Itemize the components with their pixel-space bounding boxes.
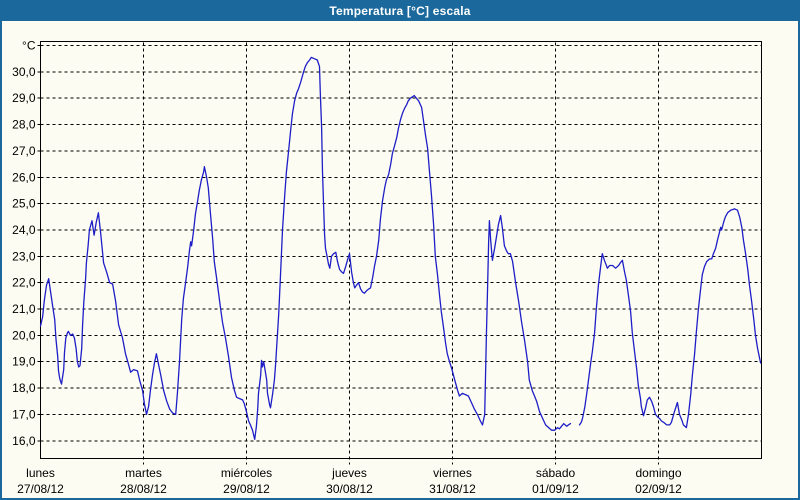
day-name-label: jueves bbox=[331, 466, 367, 480]
y-tick-label: 18,0 bbox=[12, 381, 36, 395]
day-date-label: 01/09/12 bbox=[532, 482, 579, 496]
chart-title: Temperatura [°C] escala bbox=[329, 3, 471, 18]
y-tick-label: 19,0 bbox=[12, 355, 36, 369]
y-tick-label: 25,0 bbox=[12, 197, 36, 211]
y-tick-label: 21,0 bbox=[12, 302, 36, 316]
y-tick-label: 20,0 bbox=[12, 328, 36, 342]
day-name-label: martes bbox=[125, 466, 162, 480]
y-tick-label: 27,0 bbox=[12, 144, 36, 158]
day-name-label: miércoles bbox=[221, 466, 272, 480]
chart-titlebar: Temperatura [°C] escala bbox=[0, 0, 800, 21]
day-date-label: 02/09/12 bbox=[635, 482, 682, 496]
day-name-label: viernes bbox=[433, 466, 472, 480]
day-date-label: 31/08/12 bbox=[429, 482, 476, 496]
plot-border bbox=[40, 41, 762, 459]
y-tick-label: 16,0 bbox=[12, 434, 36, 448]
plot-region: °C 30,0 29,0 28,0 27,0 26,0 25,0 24,0 23,0 22,0 21… bbox=[2, 21, 798, 498]
day-date-label: 30/08/12 bbox=[326, 482, 373, 496]
day-date-label: 27/08/12 bbox=[17, 482, 64, 496]
day-name-label: lunes bbox=[26, 466, 55, 480]
y-tick-label: 29,0 bbox=[12, 91, 36, 105]
temperature-line-chart: °C 30,0 29,0 28,0 27,0 26,0 25,0 24,0 23,0 22,0 21… bbox=[12, 39, 762, 496]
temperature-series bbox=[578, 208, 762, 429]
y-tick-label: 26,0 bbox=[12, 170, 36, 184]
day-name-label: sábado bbox=[536, 466, 576, 480]
y-tick-label: 30,0 bbox=[12, 65, 36, 79]
temperature-series bbox=[39, 56, 572, 441]
day-date-label: 28/08/12 bbox=[120, 482, 167, 496]
day-name-label: domingo bbox=[635, 466, 681, 480]
y-tick-label: 24,0 bbox=[12, 223, 36, 237]
y-tick-label: °C bbox=[22, 39, 36, 53]
y-tick-label: 28,0 bbox=[12, 118, 36, 132]
y-tick-label: 23,0 bbox=[12, 249, 36, 263]
y-tick-label: 17,0 bbox=[12, 407, 36, 421]
day-date-label: 29/08/12 bbox=[223, 482, 270, 496]
y-tick-label: 22,0 bbox=[12, 276, 36, 290]
